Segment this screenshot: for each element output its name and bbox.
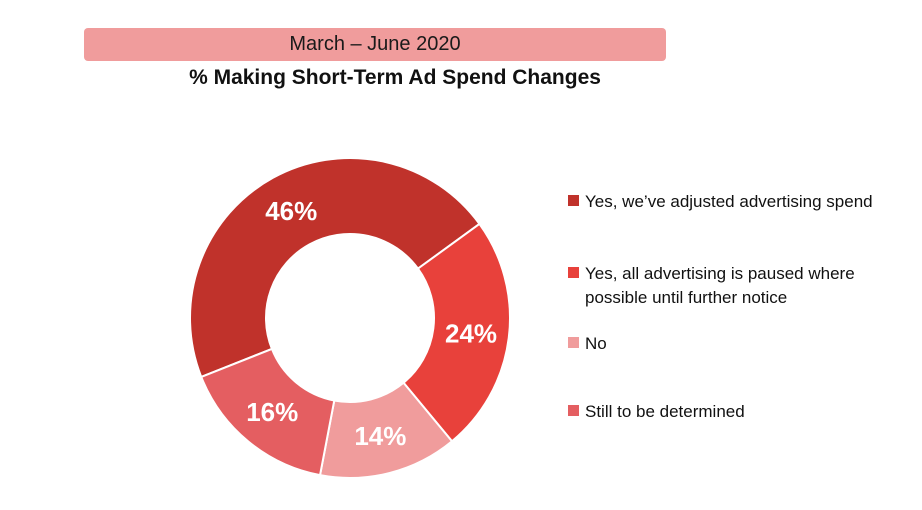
legend-item-2: Yes, all advertising is paused where pos… (568, 262, 905, 310)
slice-label-3: 14% (354, 421, 406, 451)
legend-swatch-4 (568, 405, 579, 416)
legend-item-1: Yes, we’ve adjusted advertising spend (568, 190, 905, 214)
chart-title: % Making Short-Term Ad Spend Changes (189, 66, 601, 89)
slice-label-4: 16% (246, 397, 298, 427)
legend-swatch-3 (568, 337, 579, 348)
slice-label-2: 24% (445, 318, 497, 348)
legend-item-3: No (568, 332, 905, 356)
date-range-banner: March – June 2020 (84, 28, 666, 61)
date-range-text: March – June 2020 (289, 33, 461, 55)
donut-chart: 46% 24% 14% 16% (189, 157, 511, 479)
legend-swatch-1 (568, 195, 579, 206)
slice-label-1: 46% (265, 196, 317, 226)
legend-label-4: Still to be determined (585, 402, 745, 421)
donut-slice-2 (402, 222, 511, 443)
donut-slice-4 (199, 347, 336, 477)
legend-swatch-2 (568, 267, 579, 278)
legend-label-2: Yes, all advertising is paused where pos… (585, 264, 855, 307)
legend-label-3: No (585, 334, 607, 353)
donut-slice-1 (189, 157, 481, 379)
legend-item-4: Still to be determined (568, 400, 905, 424)
legend-label-1: Yes, we’ve adjusted advertising spend (585, 192, 873, 211)
